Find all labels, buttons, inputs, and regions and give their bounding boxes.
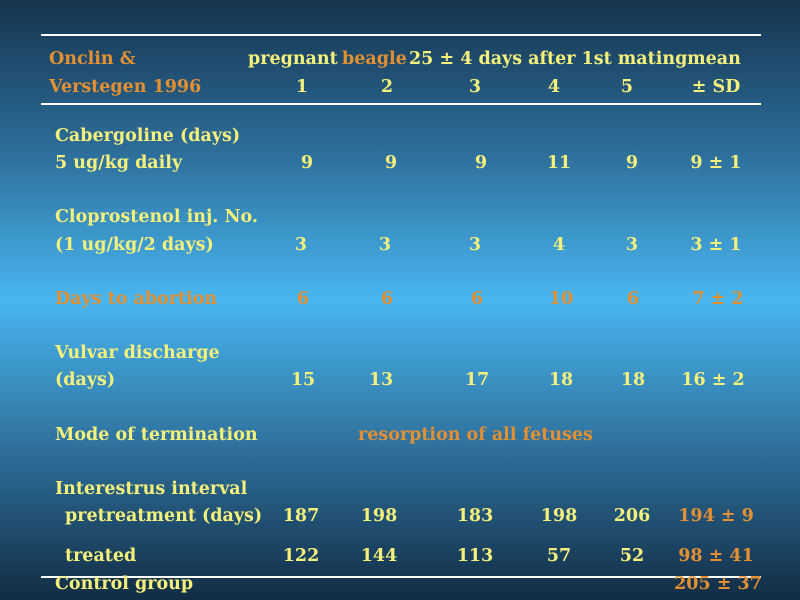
col-header-2: 2	[380, 77, 394, 97]
treated-label: treated	[65, 546, 137, 566]
source-line1: Onclin &	[49, 49, 136, 69]
mean-header: mean	[687, 49, 741, 69]
mode-label: Mode of termination	[55, 425, 258, 445]
cloprostenol-label: Cloprostenol inj. No.	[55, 207, 258, 227]
abortion-value: 6	[380, 289, 394, 309]
interestrus-label: Interestrus interval	[55, 479, 248, 499]
treated-value: 52	[619, 546, 645, 566]
title-rest: 25 ± 4 days after 1st mating	[409, 49, 688, 69]
pretreatment-value: 183	[456, 506, 494, 526]
control-mean: 205 ± 37	[674, 574, 762, 594]
vulvar-mean: 16 ± 2	[681, 370, 745, 390]
col-header-1: 1	[295, 77, 309, 97]
col-header-3: 3	[468, 77, 482, 97]
pretreatment-label: pretreatment (days)	[65, 506, 263, 526]
cloprostenol-value: 3	[378, 235, 392, 255]
pretreatment-value: 198	[360, 506, 398, 526]
abortion-value: 6	[296, 289, 310, 309]
abortion-label: Days to abortion	[55, 289, 218, 309]
vulvar-value: 15	[290, 370, 316, 390]
cloprostenol-value: 4	[552, 235, 566, 255]
vulvar-unit: (days)	[55, 370, 116, 390]
control-label: Control group	[55, 574, 194, 594]
abortion-value: 6	[626, 289, 640, 309]
mode-value: resorption of all fetuses	[358, 425, 593, 445]
vulvar-value: 18	[620, 370, 646, 390]
treated-value: 122	[282, 546, 320, 566]
bottom-rule	[41, 576, 761, 578]
treated-value: 113	[456, 546, 494, 566]
col-header-5: 5	[620, 77, 634, 97]
cabergoline-value: 9	[384, 153, 398, 173]
pretreatment-value: 206	[613, 506, 651, 526]
abortion-value: 6	[470, 289, 484, 309]
abortion-mean: 7 ± 2	[692, 289, 744, 309]
cabergoline-value: 9	[300, 153, 314, 173]
cabergoline-value: 9	[474, 153, 488, 173]
vulvar-value: 13	[368, 370, 394, 390]
cabergoline-value: 9	[625, 153, 639, 173]
cloprostenol-value: 3	[294, 235, 308, 255]
treated-value: 57	[546, 546, 572, 566]
cloprostenol-value: 3	[625, 235, 639, 255]
vulvar-value: 17	[464, 370, 490, 390]
cabergoline-value: 11	[546, 153, 572, 173]
treated-value: 144	[360, 546, 398, 566]
vulvar-value: 18	[548, 370, 574, 390]
cloprostenol-dose: (1 ug/kg/2 days)	[55, 235, 214, 255]
pretreatment-mean: 194 ± 9	[678, 506, 754, 526]
cloprostenol-mean: 3 ± 1	[690, 235, 742, 255]
pretreatment-value: 187	[282, 506, 320, 526]
cloprostenol-value: 3	[468, 235, 482, 255]
cabergoline-label: Cabergoline (days)	[55, 126, 241, 146]
vulvar-label: Vulvar discharge	[55, 343, 220, 363]
title-beagle: beagle	[342, 49, 407, 69]
col-header-4: 4	[547, 77, 561, 97]
abortion-value: 10	[548, 289, 574, 309]
header-rule	[41, 103, 761, 105]
sd-header: ± SD	[691, 77, 741, 97]
cabergoline-dose: 5 ug/kg daily	[55, 153, 183, 173]
treated-mean: 98 ± 41	[678, 546, 754, 566]
source-line2: Verstegen 1996	[49, 77, 202, 97]
title-pregnant: pregnant	[248, 49, 338, 69]
pretreatment-value: 198	[540, 506, 578, 526]
cabergoline-mean: 9 ± 1	[690, 153, 742, 173]
top-rule	[41, 34, 761, 36]
